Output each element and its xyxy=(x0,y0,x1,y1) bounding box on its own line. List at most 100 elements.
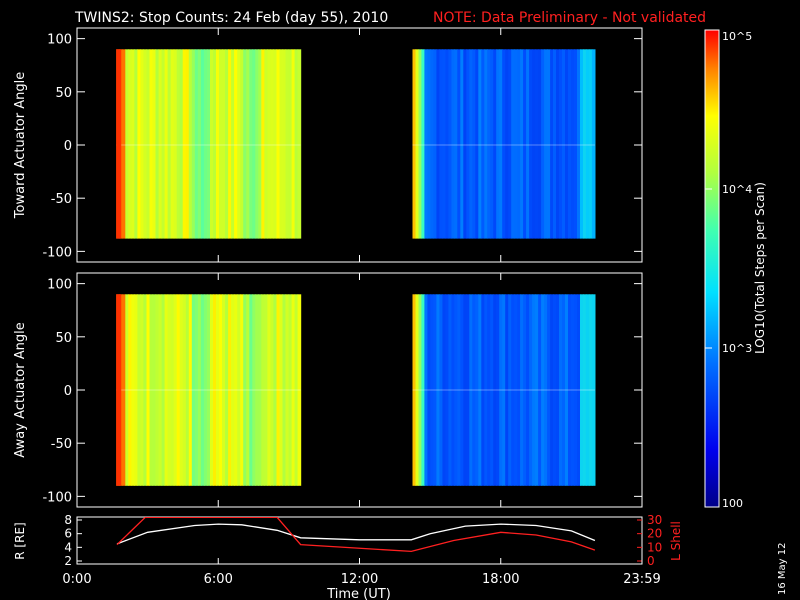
heatmap-cell xyxy=(228,294,232,486)
heatmap-cell xyxy=(463,49,467,239)
heatmap-cell xyxy=(499,49,503,239)
heatmap-cell xyxy=(487,49,491,239)
heatmap-cell xyxy=(544,49,548,239)
heatmap-cell xyxy=(541,294,545,486)
heatmap-cell xyxy=(514,294,518,486)
heatmap-cell xyxy=(559,49,563,239)
y-tick-label: -100 xyxy=(42,490,72,505)
heatmap-cell xyxy=(155,49,160,239)
y-tick-label: 100 xyxy=(47,33,72,48)
heatmap-cell xyxy=(475,294,479,486)
heatmap-cell xyxy=(143,49,147,239)
heatmap-cell xyxy=(490,49,494,239)
heatmap-cell xyxy=(282,49,287,239)
heatmap-cell xyxy=(424,49,428,239)
heatmap-cell xyxy=(442,49,446,239)
panel-toward-y-ticks: 100 50 0 -50 -100 xyxy=(42,28,643,262)
y-tick-label: -50 xyxy=(51,192,72,207)
heatmap-cell xyxy=(481,49,485,239)
heatmap-cell xyxy=(526,49,530,239)
heatmap-cell xyxy=(234,294,238,486)
heatmap-cell xyxy=(149,49,154,239)
heatmap-cell xyxy=(511,49,515,239)
heatmap-cell xyxy=(585,294,590,486)
heatmap-cell xyxy=(412,294,417,486)
heatmap-cell xyxy=(514,49,518,239)
heatmap-cell xyxy=(164,294,169,486)
heatmap-cell xyxy=(285,49,290,239)
heatmap-cell xyxy=(463,294,467,486)
heatmap-cell xyxy=(457,294,461,486)
heatmap-cell xyxy=(433,49,437,239)
heatmap-cell xyxy=(191,49,196,239)
heatmap-cell xyxy=(585,49,590,239)
heatmap-cell xyxy=(415,294,420,486)
heatmap-cell xyxy=(176,294,181,486)
heatmap-cell xyxy=(279,49,284,239)
x-tick-label: 6:00 xyxy=(204,572,233,587)
heatmap-cell xyxy=(526,294,530,486)
heatmap-cell xyxy=(523,294,527,486)
heatmap-cell xyxy=(140,49,144,239)
heatmap-cell xyxy=(448,49,452,239)
heatmap-cell xyxy=(454,294,458,486)
heatmap-cell xyxy=(222,294,226,486)
heatmap-cell xyxy=(547,294,551,486)
heatmap-cell xyxy=(517,49,521,239)
zero-band xyxy=(412,389,595,391)
y-tick-label: 0 xyxy=(64,139,72,154)
panel-orbit-frame xyxy=(76,516,643,565)
heatmap-cell xyxy=(502,49,506,239)
x-tick-label: 18:00 xyxy=(482,572,519,587)
heatmap-cell xyxy=(228,49,232,239)
heatmap-cell xyxy=(568,294,572,486)
heatmap-cell xyxy=(418,49,423,239)
heatmap-cell xyxy=(466,49,470,239)
panel-toward: 100 50 0 -50 -100 Toward Actuator Angle xyxy=(13,27,643,263)
heatmap-cell xyxy=(185,49,190,239)
heatmap-cell xyxy=(122,49,126,239)
heatmap-cell xyxy=(562,49,566,239)
right-tick-label: 0 xyxy=(647,554,655,568)
heatmap-cell xyxy=(577,294,581,486)
heatmap-cell xyxy=(520,294,524,486)
heatmap-cell xyxy=(505,294,509,486)
heatmap-cell xyxy=(439,294,443,486)
y-tick-label: -50 xyxy=(51,437,72,452)
heatmap-cell xyxy=(128,294,132,486)
heatmap-cell xyxy=(161,49,166,239)
colorbar: 10^5 10^4 10^3 100 LOG10(Total Steps per Sc… xyxy=(704,29,767,510)
heatmap-cell xyxy=(237,49,241,239)
heatmap-cell xyxy=(496,294,500,486)
heatmap-cell xyxy=(188,294,193,486)
x-axis-label: Time (UT) xyxy=(326,587,391,600)
left-tick-label: 8 xyxy=(64,513,72,527)
heatmap-cell xyxy=(499,294,503,486)
heatmap-cell xyxy=(122,294,126,486)
series-line-l-shell xyxy=(116,517,596,553)
heatmap-cell xyxy=(288,294,293,486)
heatmap-cell xyxy=(571,294,575,486)
heatmap-cell xyxy=(243,294,247,486)
heatmap-cell xyxy=(418,294,423,486)
zero-band xyxy=(116,144,301,146)
heatmap-cell xyxy=(276,294,281,486)
heatmap-cell xyxy=(179,294,184,486)
heatmap-cell xyxy=(246,294,250,486)
heatmap-cell xyxy=(448,294,452,486)
heatmap-cell xyxy=(137,294,141,486)
heatmap-cell xyxy=(252,294,256,486)
heatmap-cell xyxy=(451,49,455,239)
heatmap-cell xyxy=(234,49,238,239)
heatmap-cell xyxy=(176,49,181,239)
heatmap-cell xyxy=(436,49,440,239)
edge-band xyxy=(116,294,122,486)
heatmap-cell xyxy=(219,294,223,486)
left-tick-label: 2 xyxy=(64,554,72,568)
heatmap-cell xyxy=(493,49,497,239)
heatmap-cell xyxy=(412,49,417,239)
heatmap-cell xyxy=(481,294,485,486)
heatmap-cell xyxy=(493,294,497,486)
heatmap-cell xyxy=(194,49,199,239)
